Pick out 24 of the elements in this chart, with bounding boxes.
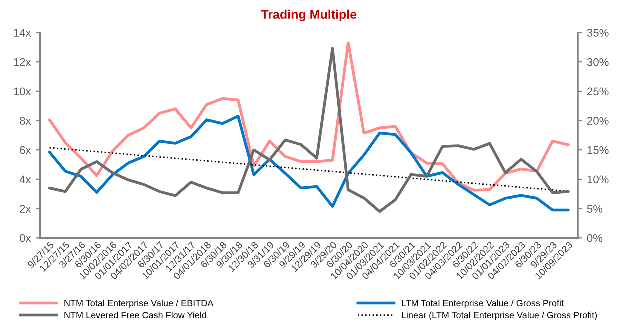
- chart-title: Trading Multiple: [261, 10, 357, 22]
- y2-tick-label: 35%: [587, 29, 609, 37]
- y2-tick-label: 25%: [588, 88, 609, 96]
- y-tick-label: 8x: [20, 117, 32, 125]
- y-tick-label: 14x: [14, 29, 32, 37]
- legend-label: Linear (LTM Total Enterprise Value / Gross Profit): [402, 312, 598, 320]
- legend-label: LTM Total Enterprise Value / Gross Profit: [402, 300, 564, 308]
- line-series: [48, 42, 570, 192]
- y-tick-label: 0x: [20, 234, 32, 242]
- y2-tick-label: 15%: [588, 146, 609, 154]
- y2-tick-label: 10%: [588, 176, 609, 184]
- y2-tick-label: 5%: [587, 205, 603, 213]
- y2-tick-label: 0%: [587, 234, 603, 242]
- line-series: [48, 47, 570, 214]
- y2-tick-label: 20%: [588, 117, 609, 125]
- y-tick-label: 6x: [20, 146, 32, 154]
- line-series: [48, 115, 570, 212]
- legend-label: NTM Levered Free Cash Flow Yield: [64, 312, 206, 319]
- y-tick-label: 2x: [20, 205, 32, 213]
- y-tick-label: 10x: [14, 88, 32, 96]
- y-tick-label: 4x: [20, 176, 32, 184]
- legend-label: NTM Total Enterprise Value / EBITDA: [64, 300, 214, 308]
- y-tick-label: 12x: [14, 58, 32, 66]
- y2-tick-label: 30%: [587, 58, 609, 66]
